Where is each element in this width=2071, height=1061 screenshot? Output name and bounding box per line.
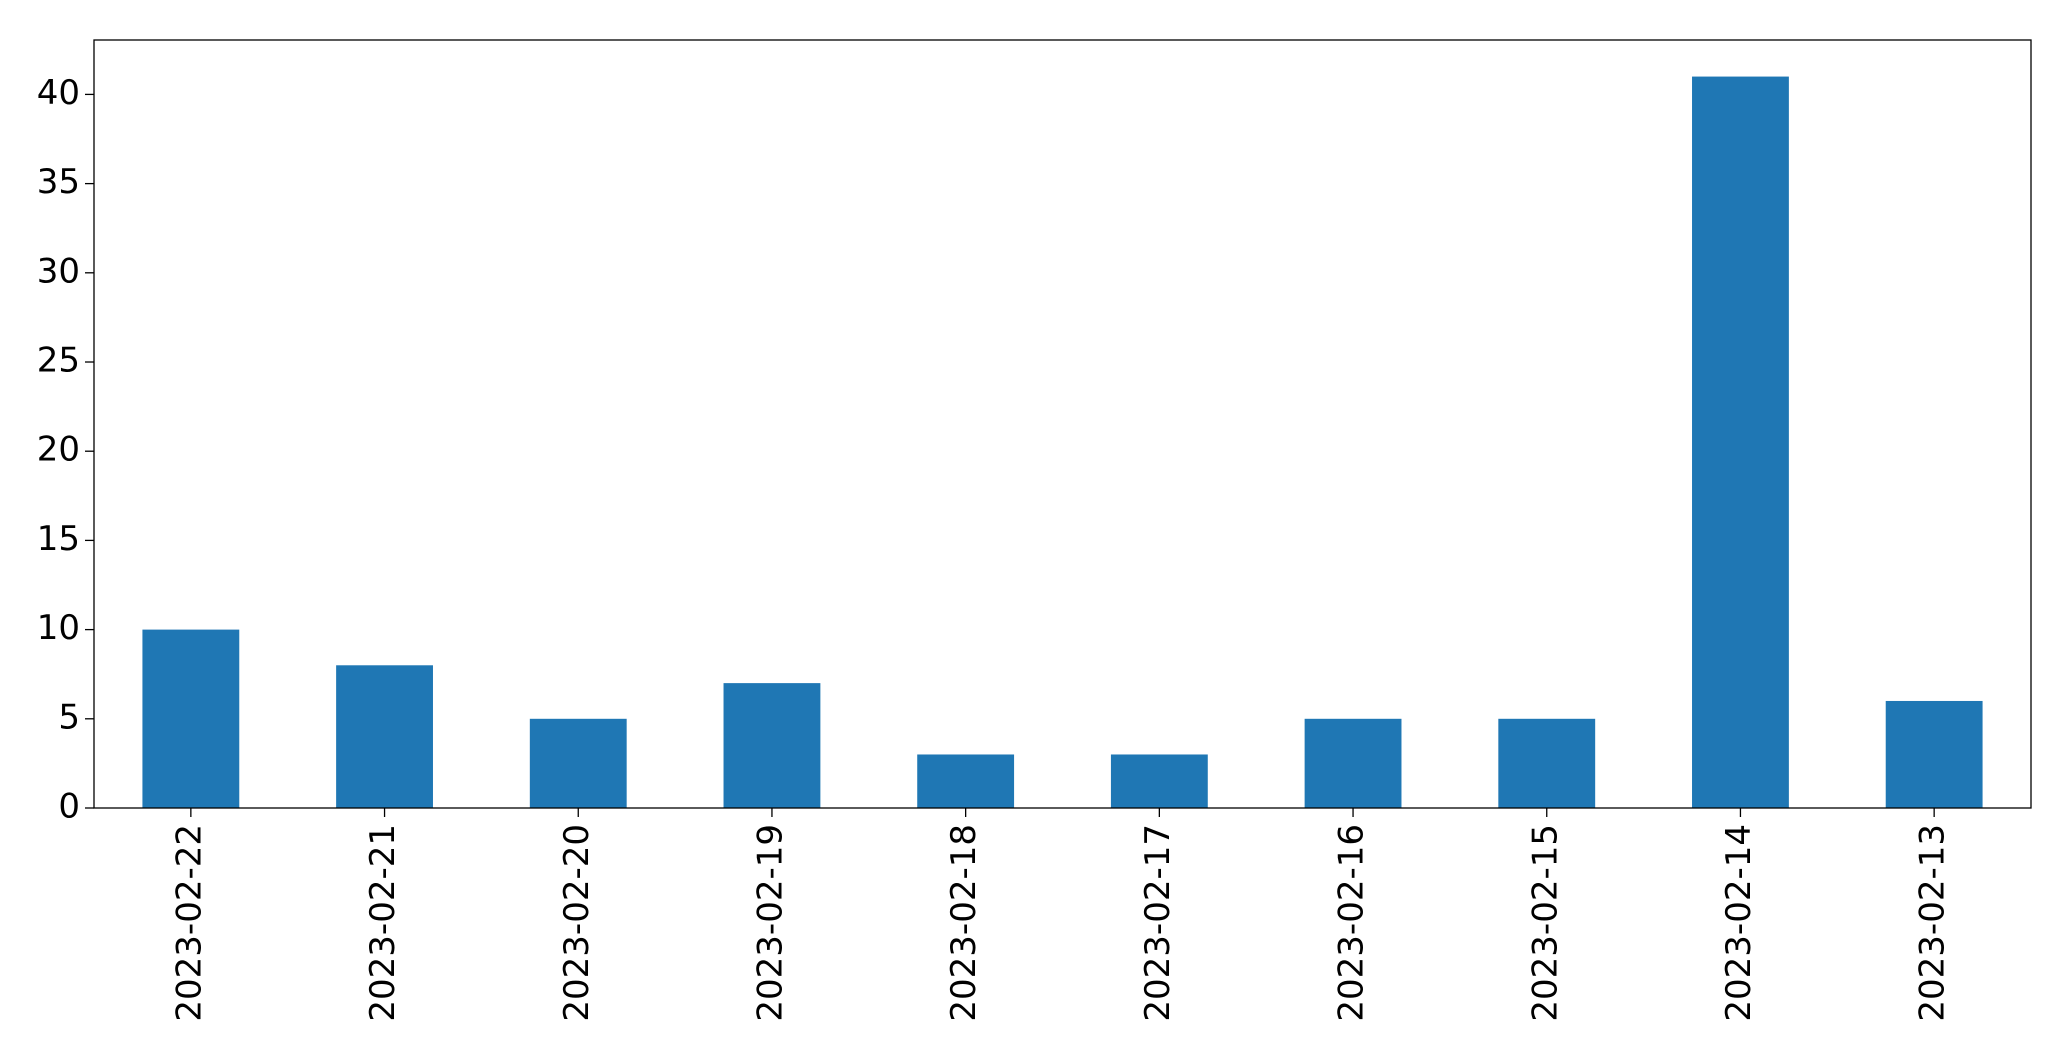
- x-tick-label: 2023-02-19: [750, 824, 790, 1022]
- bar: [1692, 76, 1789, 809]
- x-tick-label: 2023-02-17: [1138, 824, 1178, 1022]
- bar: [1498, 718, 1596, 808]
- y-tick-label: 20: [37, 430, 80, 470]
- x-tick-label: 2023-02-20: [557, 824, 597, 1022]
- y-tick-label: 0: [58, 787, 80, 827]
- x-tick-label: 2023-02-13: [1913, 824, 1953, 1022]
- x-tick-label: 2023-02-22: [169, 824, 209, 1022]
- bar: [142, 629, 240, 808]
- y-tick-label: 40: [37, 73, 80, 113]
- bar: [336, 665, 433, 808]
- bar: [1304, 718, 1402, 808]
- x-tick-label: 2023-02-18: [944, 824, 984, 1022]
- y-tick-label: 35: [37, 162, 80, 202]
- bar: [917, 754, 1015, 808]
- y-tick-label: 15: [37, 519, 80, 559]
- y-tick-label: 30: [37, 251, 80, 291]
- plot-frame: [93, 39, 2032, 809]
- bar: [723, 683, 821, 808]
- bar: [1110, 754, 1208, 808]
- bar: [529, 718, 627, 808]
- x-tick-label: 2023-02-14: [1719, 824, 1759, 1022]
- y-tick-label: 10: [37, 608, 80, 648]
- y-tick-label: 25: [37, 341, 80, 381]
- x-tick-label: 2023-02-16: [1332, 824, 1372, 1022]
- x-tick-label: 2023-02-15: [1525, 824, 1565, 1022]
- bar: [1885, 700, 1983, 808]
- x-tick-label: 2023-02-21: [363, 824, 403, 1022]
- y-tick-label: 5: [58, 697, 80, 737]
